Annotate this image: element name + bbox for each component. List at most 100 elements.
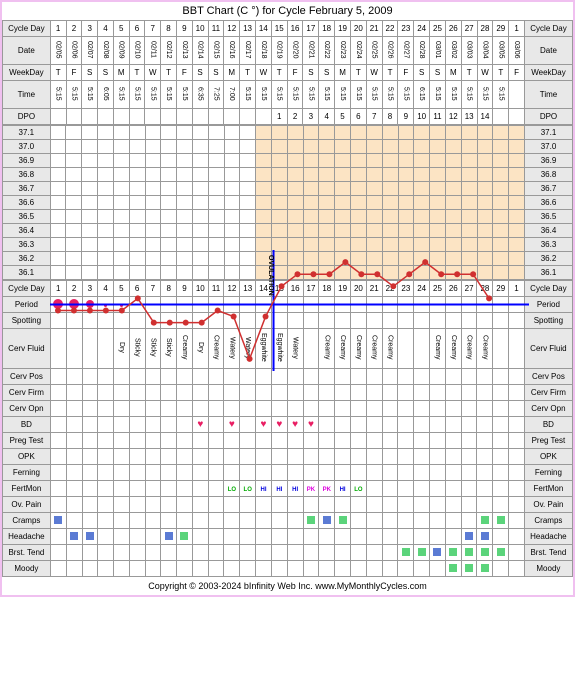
cell: [271, 313, 287, 329]
cell: [382, 529, 398, 545]
cycleday-label: Cycle Day: [3, 21, 51, 37]
cell: [66, 297, 82, 313]
cell: [129, 297, 145, 313]
cell: [129, 369, 145, 385]
cramps-label: Cramps: [3, 513, 51, 529]
cell: [82, 329, 98, 369]
cell: [445, 385, 461, 401]
cell: ♥: [224, 417, 240, 433]
cell: [192, 385, 208, 401]
cell: [271, 433, 287, 449]
cell: HI: [256, 481, 272, 497]
cell: Eggwhite: [256, 329, 272, 369]
cervfirm-row: Cerv Firm Cerv Firm: [3, 385, 573, 401]
cell: 02/06: [66, 37, 82, 65]
fertmon-label-r: FertMon: [524, 481, 572, 497]
opk-row: OPK OPK: [3, 449, 573, 465]
cell: 9: [176, 21, 192, 37]
cell: [113, 369, 129, 385]
cell: [192, 401, 208, 417]
cell: 27: [461, 281, 477, 297]
cell: [129, 465, 145, 481]
cell: [240, 417, 256, 433]
cell: [145, 497, 161, 513]
cell: [145, 369, 161, 385]
cell: 02/23: [335, 37, 351, 65]
cell: [113, 545, 129, 561]
cell: 1: [509, 21, 525, 37]
cell: 1: [50, 281, 66, 297]
cell: [414, 449, 430, 465]
cell: [366, 433, 382, 449]
cell: [240, 385, 256, 401]
cell: [240, 545, 256, 561]
cell: [145, 433, 161, 449]
cell: Creamy: [208, 329, 224, 369]
cell: [509, 513, 525, 529]
cervfluid-label-r: Cerv Fluid: [524, 329, 572, 369]
cervopn-label: Cerv Opn: [3, 401, 51, 417]
cell: [98, 297, 114, 313]
cell: 03/01: [430, 37, 446, 65]
cell: [161, 369, 177, 385]
cell: 02/15: [208, 37, 224, 65]
cell: [303, 313, 319, 329]
cell: [303, 385, 319, 401]
cell: [366, 401, 382, 417]
cell: [66, 545, 82, 561]
cell: [82, 561, 98, 577]
cell: [445, 497, 461, 513]
cramps-row: Cramps Cramps: [3, 513, 573, 529]
cell: [113, 513, 129, 529]
cell: [414, 417, 430, 433]
cell: 20: [350, 21, 366, 37]
cell: [461, 561, 477, 577]
fertmon-label: FertMon: [3, 481, 51, 497]
cell: [509, 529, 525, 545]
ovpain-row: Ov. Pain Ov. Pain: [3, 497, 573, 513]
cell: [493, 529, 509, 545]
cell: [477, 369, 493, 385]
cell: [287, 545, 303, 561]
cervpos-label-r: Cerv Pos: [524, 369, 572, 385]
cell: 7: [145, 281, 161, 297]
cell: [509, 81, 525, 109]
cell: 5:15: [303, 81, 319, 109]
cell: [177, 401, 193, 417]
cell: ♥: [256, 417, 272, 433]
cell: [192, 497, 208, 513]
cell: [271, 297, 287, 313]
date-label: Date: [3, 37, 51, 65]
spotting-label-r: Spotting: [524, 313, 572, 329]
cell: [224, 545, 240, 561]
cell: [445, 481, 461, 497]
brsttend-row: Brst. Tend Brst. Tend: [3, 545, 573, 561]
cell: [509, 465, 525, 481]
cell: 7: [145, 21, 161, 37]
cell: 18: [319, 281, 335, 297]
ovpain-label-r: Ov. Pain: [524, 497, 572, 513]
cell: Eggwhite: [271, 329, 287, 369]
cell: [256, 313, 272, 329]
cell: [493, 497, 509, 513]
cell: 6:35: [192, 81, 208, 109]
cell: 26: [445, 21, 461, 37]
cell: [98, 513, 114, 529]
cell: [256, 545, 272, 561]
cell: [350, 313, 366, 329]
cell: [224, 513, 240, 529]
cell: Sticky: [161, 329, 177, 369]
cell: [240, 297, 256, 313]
cell: [255, 109, 271, 125]
cell: [113, 401, 129, 417]
cell: [240, 109, 256, 125]
cell: [382, 481, 398, 497]
cell: [256, 529, 272, 545]
cell: T: [461, 65, 477, 81]
cell: [50, 433, 66, 449]
cell: S: [82, 65, 98, 81]
cell: [271, 529, 287, 545]
cell: [82, 433, 98, 449]
cell: [414, 329, 430, 369]
cell: [430, 369, 446, 385]
